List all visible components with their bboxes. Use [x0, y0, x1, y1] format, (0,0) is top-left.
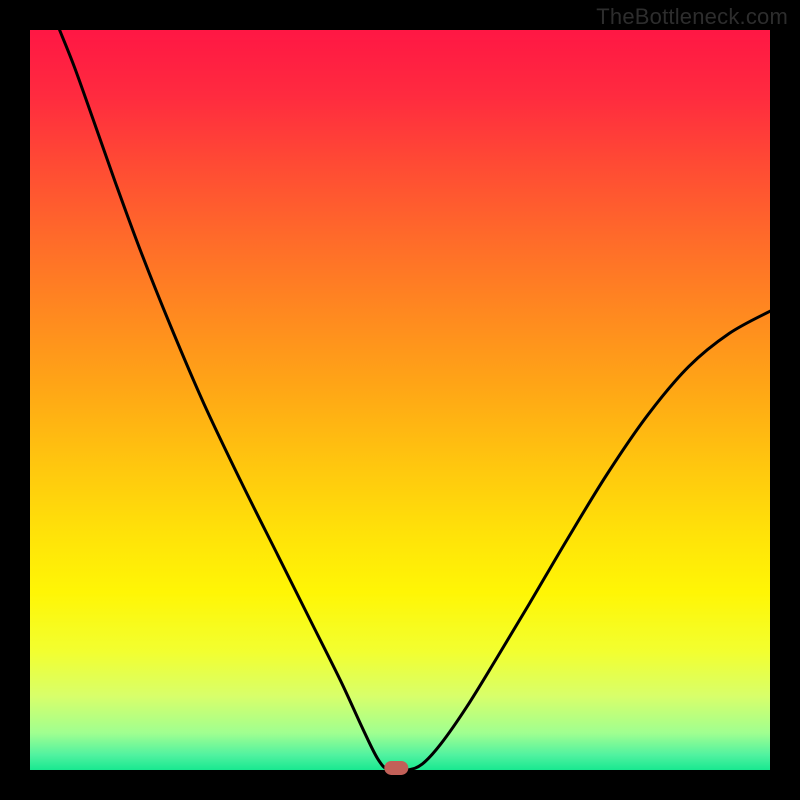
minimum-marker [384, 761, 408, 775]
bottleneck-chart [0, 0, 800, 800]
chart-container: TheBottleneck.com [0, 0, 800, 800]
watermark-text: TheBottleneck.com [596, 4, 788, 30]
